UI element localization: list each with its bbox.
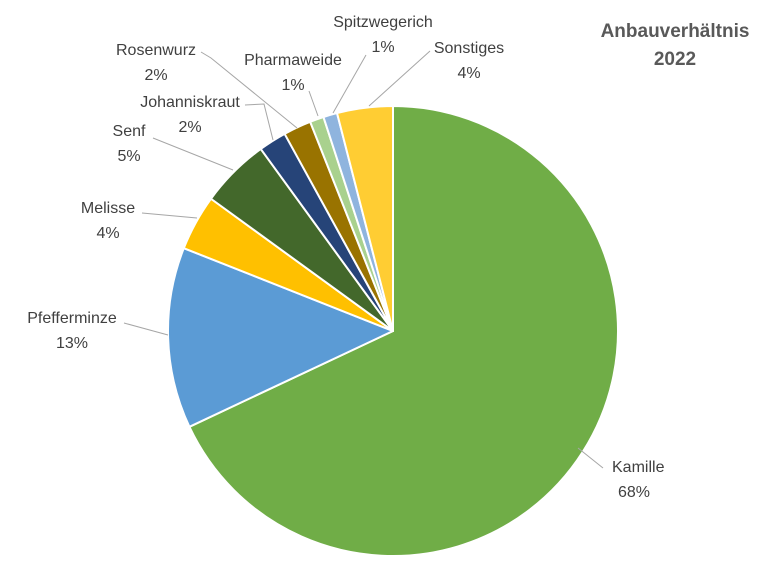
leader-line-rosenwurz xyxy=(200,51,298,129)
data-label-name-pharmaweide: Pharmaweide xyxy=(244,52,342,69)
data-label-name-rosenwurz: Rosenwurz xyxy=(116,42,196,59)
data-label-name-johanniskraut: Johanniskraut xyxy=(140,94,240,111)
data-label-name-sonstiges: Sonstiges xyxy=(434,40,504,57)
leader-line-pharmaweide xyxy=(308,90,319,117)
leader-line-kamille xyxy=(577,447,604,469)
data-label-value-pfefferminze: 13% xyxy=(56,335,88,352)
data-label-value-rosenwurz: 2% xyxy=(144,67,167,84)
data-label-value-senf: 5% xyxy=(117,148,140,165)
leader-line-sonstiges xyxy=(368,50,431,107)
leader-line-johanniskraut xyxy=(244,103,274,141)
data-label-name-melisse: Melisse xyxy=(81,200,135,217)
data-label-value-johanniskraut: 2% xyxy=(178,119,201,136)
data-label-value-kamille: 68% xyxy=(618,484,650,501)
data-label-name-kamille: Kamille xyxy=(612,459,665,476)
leader-line-pfefferminze xyxy=(123,322,169,336)
data-label-value-sonstiges: 4% xyxy=(457,65,480,82)
data-label-value-pharmaweide: 1% xyxy=(281,77,304,94)
data-label-value-melisse: 4% xyxy=(96,225,119,242)
data-label-name-pfefferminze: Pfefferminze xyxy=(27,310,117,327)
pie-slice-sonstiges xyxy=(336,105,394,332)
chart-title-line-1: Anbauverhältnis xyxy=(600,21,750,42)
chart-title-line-2: 2022 xyxy=(653,49,697,70)
leader-line-spitzwegerich xyxy=(332,54,367,114)
leader-line-senf xyxy=(152,137,234,171)
pie-slice-pfefferminze xyxy=(166,247,394,428)
data-label-name-senf: Senf xyxy=(113,123,146,140)
leader-line-melisse xyxy=(141,212,198,219)
data-label-value-spitzwegerich: 1% xyxy=(371,39,394,56)
data-label-name-spitzwegerich: Spitzwegerich xyxy=(333,14,433,31)
chart-title: Anbauverhältnis 2022 xyxy=(580,18,768,74)
